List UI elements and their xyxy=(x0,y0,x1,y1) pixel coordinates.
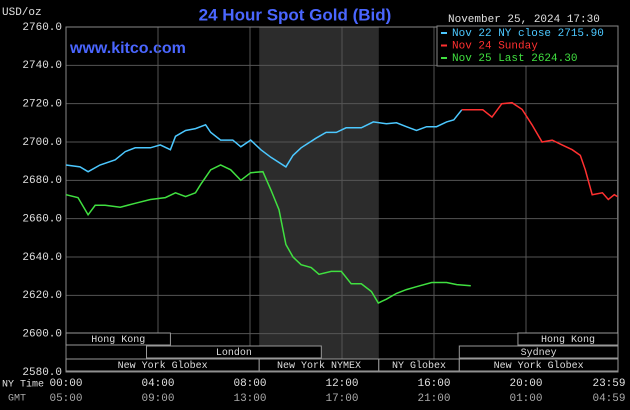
x-tick-label: 00:00 xyxy=(49,378,82,390)
timestamp: November 25, 2024 17:30 xyxy=(448,14,600,26)
y-tick-label: 2660.0 xyxy=(22,214,62,226)
shaded-session xyxy=(259,27,379,372)
session-label: New York Globex xyxy=(118,360,208,372)
price-line xyxy=(461,101,618,201)
y-tick-label: 2760.0 xyxy=(22,22,62,34)
session-label: Sydney xyxy=(521,347,557,359)
unit-label: USD/oz xyxy=(2,7,42,19)
legend-entry: Nov 25 Last 2624.30 xyxy=(452,53,577,65)
y-tick-label: 2640.0 xyxy=(22,252,62,264)
price-line xyxy=(65,164,471,304)
x-axis-label: NY Time xyxy=(2,379,44,391)
x2-tick-label: 04:59 xyxy=(592,393,625,405)
chart-title: 24 Hour Spot Gold (Bid) xyxy=(199,5,392,24)
legend-entry: Nov 22 NY close 2715.90 xyxy=(452,28,604,40)
legend-entry: Nov 24 Sunday xyxy=(452,40,538,52)
plot-border xyxy=(65,26,619,373)
x-tick-label: 08:00 xyxy=(233,378,266,390)
y-tick-label: 2700.0 xyxy=(22,137,62,149)
x2-tick-label: 13:00 xyxy=(233,393,266,405)
y-tick-label: 2580.0 xyxy=(22,367,62,379)
session-label: New York NYMEX xyxy=(277,360,361,372)
session-label: Hong Kong xyxy=(541,335,595,346)
session-bar xyxy=(146,345,322,359)
y-tick-label: 2720.0 xyxy=(22,99,62,111)
session-label: London xyxy=(216,347,252,359)
y-tick-label: 2600.0 xyxy=(22,329,62,341)
x-tick-label: 04:00 xyxy=(141,378,174,390)
session-label: New York Globex xyxy=(494,360,584,372)
x2-tick-label: 09:00 xyxy=(141,393,174,405)
y-tick-label: 2740.0 xyxy=(22,60,62,72)
price-line xyxy=(65,109,463,173)
x-tick-label: 16:00 xyxy=(417,378,450,390)
website: www.kitco.com xyxy=(69,40,186,57)
x2-tick-label: 01:00 xyxy=(509,393,542,405)
x2-tick-label: 21:00 xyxy=(417,393,450,405)
session-bar xyxy=(458,345,619,359)
session-bar xyxy=(458,358,619,372)
session-label: NY Globex xyxy=(392,360,446,372)
x-tick-label: 20:00 xyxy=(509,378,542,390)
y-tick-label: 2680.0 xyxy=(22,175,62,187)
session-label: Hong Kong xyxy=(91,335,145,346)
legend-box xyxy=(436,25,619,67)
y-tick-label: 2620.0 xyxy=(22,290,62,302)
x2-axis-label: GMT xyxy=(8,394,26,405)
x-tick-label: 23:59 xyxy=(592,378,625,390)
x-tick-label: 12:00 xyxy=(325,378,358,390)
session-bar xyxy=(65,332,171,346)
x2-tick-label: 05:00 xyxy=(49,393,82,405)
x2-tick-label: 17:00 xyxy=(325,393,358,405)
session-bar xyxy=(517,332,619,346)
